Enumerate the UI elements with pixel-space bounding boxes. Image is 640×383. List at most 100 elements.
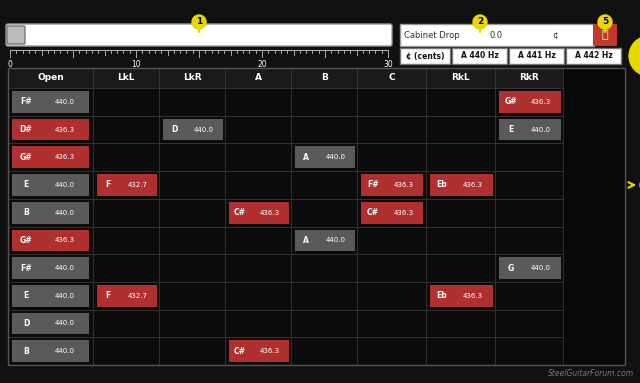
Bar <box>357 282 426 309</box>
Text: G#: G# <box>20 153 33 162</box>
Text: F: F <box>106 180 111 190</box>
Bar <box>93 116 159 143</box>
Text: D#: D# <box>20 125 33 134</box>
Text: 440.0: 440.0 <box>54 348 74 354</box>
Text: 440.0: 440.0 <box>54 293 74 299</box>
Text: LkL: LkL <box>117 74 135 82</box>
Bar <box>229 202 251 224</box>
Text: 436.3: 436.3 <box>54 126 74 133</box>
Text: 432.7: 432.7 <box>128 182 148 188</box>
Bar <box>357 226 426 254</box>
FancyBboxPatch shape <box>593 24 617 46</box>
Bar <box>8 199 93 226</box>
Bar <box>159 199 225 226</box>
Bar <box>499 257 522 279</box>
Bar <box>291 254 357 282</box>
Text: A: A <box>255 74 262 82</box>
Text: 0.0: 0.0 <box>490 31 503 39</box>
Bar <box>357 254 426 282</box>
Bar <box>426 171 495 199</box>
Text: 440.0: 440.0 <box>531 126 551 133</box>
Bar <box>291 88 357 116</box>
Bar <box>12 285 40 307</box>
Bar <box>8 68 625 365</box>
Bar <box>40 340 88 362</box>
Bar <box>453 174 493 196</box>
Bar <box>225 171 291 199</box>
Bar <box>12 313 40 334</box>
Bar <box>97 285 119 307</box>
Bar <box>295 146 317 168</box>
Bar <box>426 116 495 143</box>
Text: 436.3: 436.3 <box>531 99 551 105</box>
Bar <box>163 119 185 141</box>
Text: E: E <box>24 291 29 300</box>
Bar <box>291 171 357 199</box>
Text: 440.0: 440.0 <box>531 265 551 271</box>
Bar <box>8 254 93 282</box>
Bar <box>225 88 291 116</box>
Bar <box>93 337 159 365</box>
Bar <box>93 199 159 226</box>
Bar <box>159 309 225 337</box>
FancyBboxPatch shape <box>7 26 25 44</box>
Bar <box>12 91 40 113</box>
Bar <box>426 88 495 116</box>
Bar <box>357 199 426 226</box>
FancyBboxPatch shape <box>400 48 450 64</box>
Text: LkR: LkR <box>183 74 202 82</box>
Bar <box>8 309 93 337</box>
Text: ¢ (cents): ¢ (cents) <box>406 51 444 61</box>
Text: 440.0: 440.0 <box>326 154 346 160</box>
Text: G#: G# <box>20 236 33 245</box>
Bar <box>12 340 40 362</box>
Bar <box>522 91 561 113</box>
Bar <box>495 68 563 88</box>
Bar <box>93 171 159 199</box>
Bar <box>159 88 225 116</box>
Text: 436.3: 436.3 <box>463 182 483 188</box>
Bar <box>93 88 159 116</box>
Bar <box>40 174 88 196</box>
Text: B: B <box>23 208 29 217</box>
Bar <box>499 91 522 113</box>
Bar <box>522 257 561 279</box>
Bar <box>225 143 291 171</box>
Bar <box>384 174 424 196</box>
Bar <box>97 174 119 196</box>
Text: 440.0: 440.0 <box>326 237 346 243</box>
Text: F: F <box>106 291 111 300</box>
Text: 10: 10 <box>131 60 141 69</box>
Bar <box>426 282 495 309</box>
Bar <box>426 68 495 88</box>
FancyBboxPatch shape <box>6 24 392 46</box>
Bar <box>40 313 88 334</box>
Text: B: B <box>321 74 328 82</box>
Bar <box>495 143 563 171</box>
Text: 440.0: 440.0 <box>54 321 74 326</box>
Bar <box>159 171 225 199</box>
Bar <box>93 226 159 254</box>
Bar <box>8 337 93 365</box>
Text: E: E <box>24 180 29 190</box>
Bar <box>93 143 159 171</box>
Bar <box>8 68 625 365</box>
Bar <box>40 146 88 168</box>
Text: A 442 Hz: A 442 Hz <box>575 51 612 61</box>
Bar <box>495 226 563 254</box>
Bar <box>119 285 157 307</box>
Bar <box>225 254 291 282</box>
Text: 436.3: 436.3 <box>463 293 483 299</box>
Bar <box>93 254 159 282</box>
Bar <box>357 337 426 365</box>
Bar <box>291 309 357 337</box>
Bar <box>251 202 289 224</box>
Text: C: C <box>388 74 395 82</box>
Text: G: G <box>508 264 514 273</box>
Text: 5: 5 <box>602 18 608 26</box>
Text: 440.0: 440.0 <box>194 126 214 133</box>
Bar <box>12 229 40 251</box>
Bar <box>159 282 225 309</box>
Bar <box>522 119 561 141</box>
Bar <box>40 257 88 279</box>
